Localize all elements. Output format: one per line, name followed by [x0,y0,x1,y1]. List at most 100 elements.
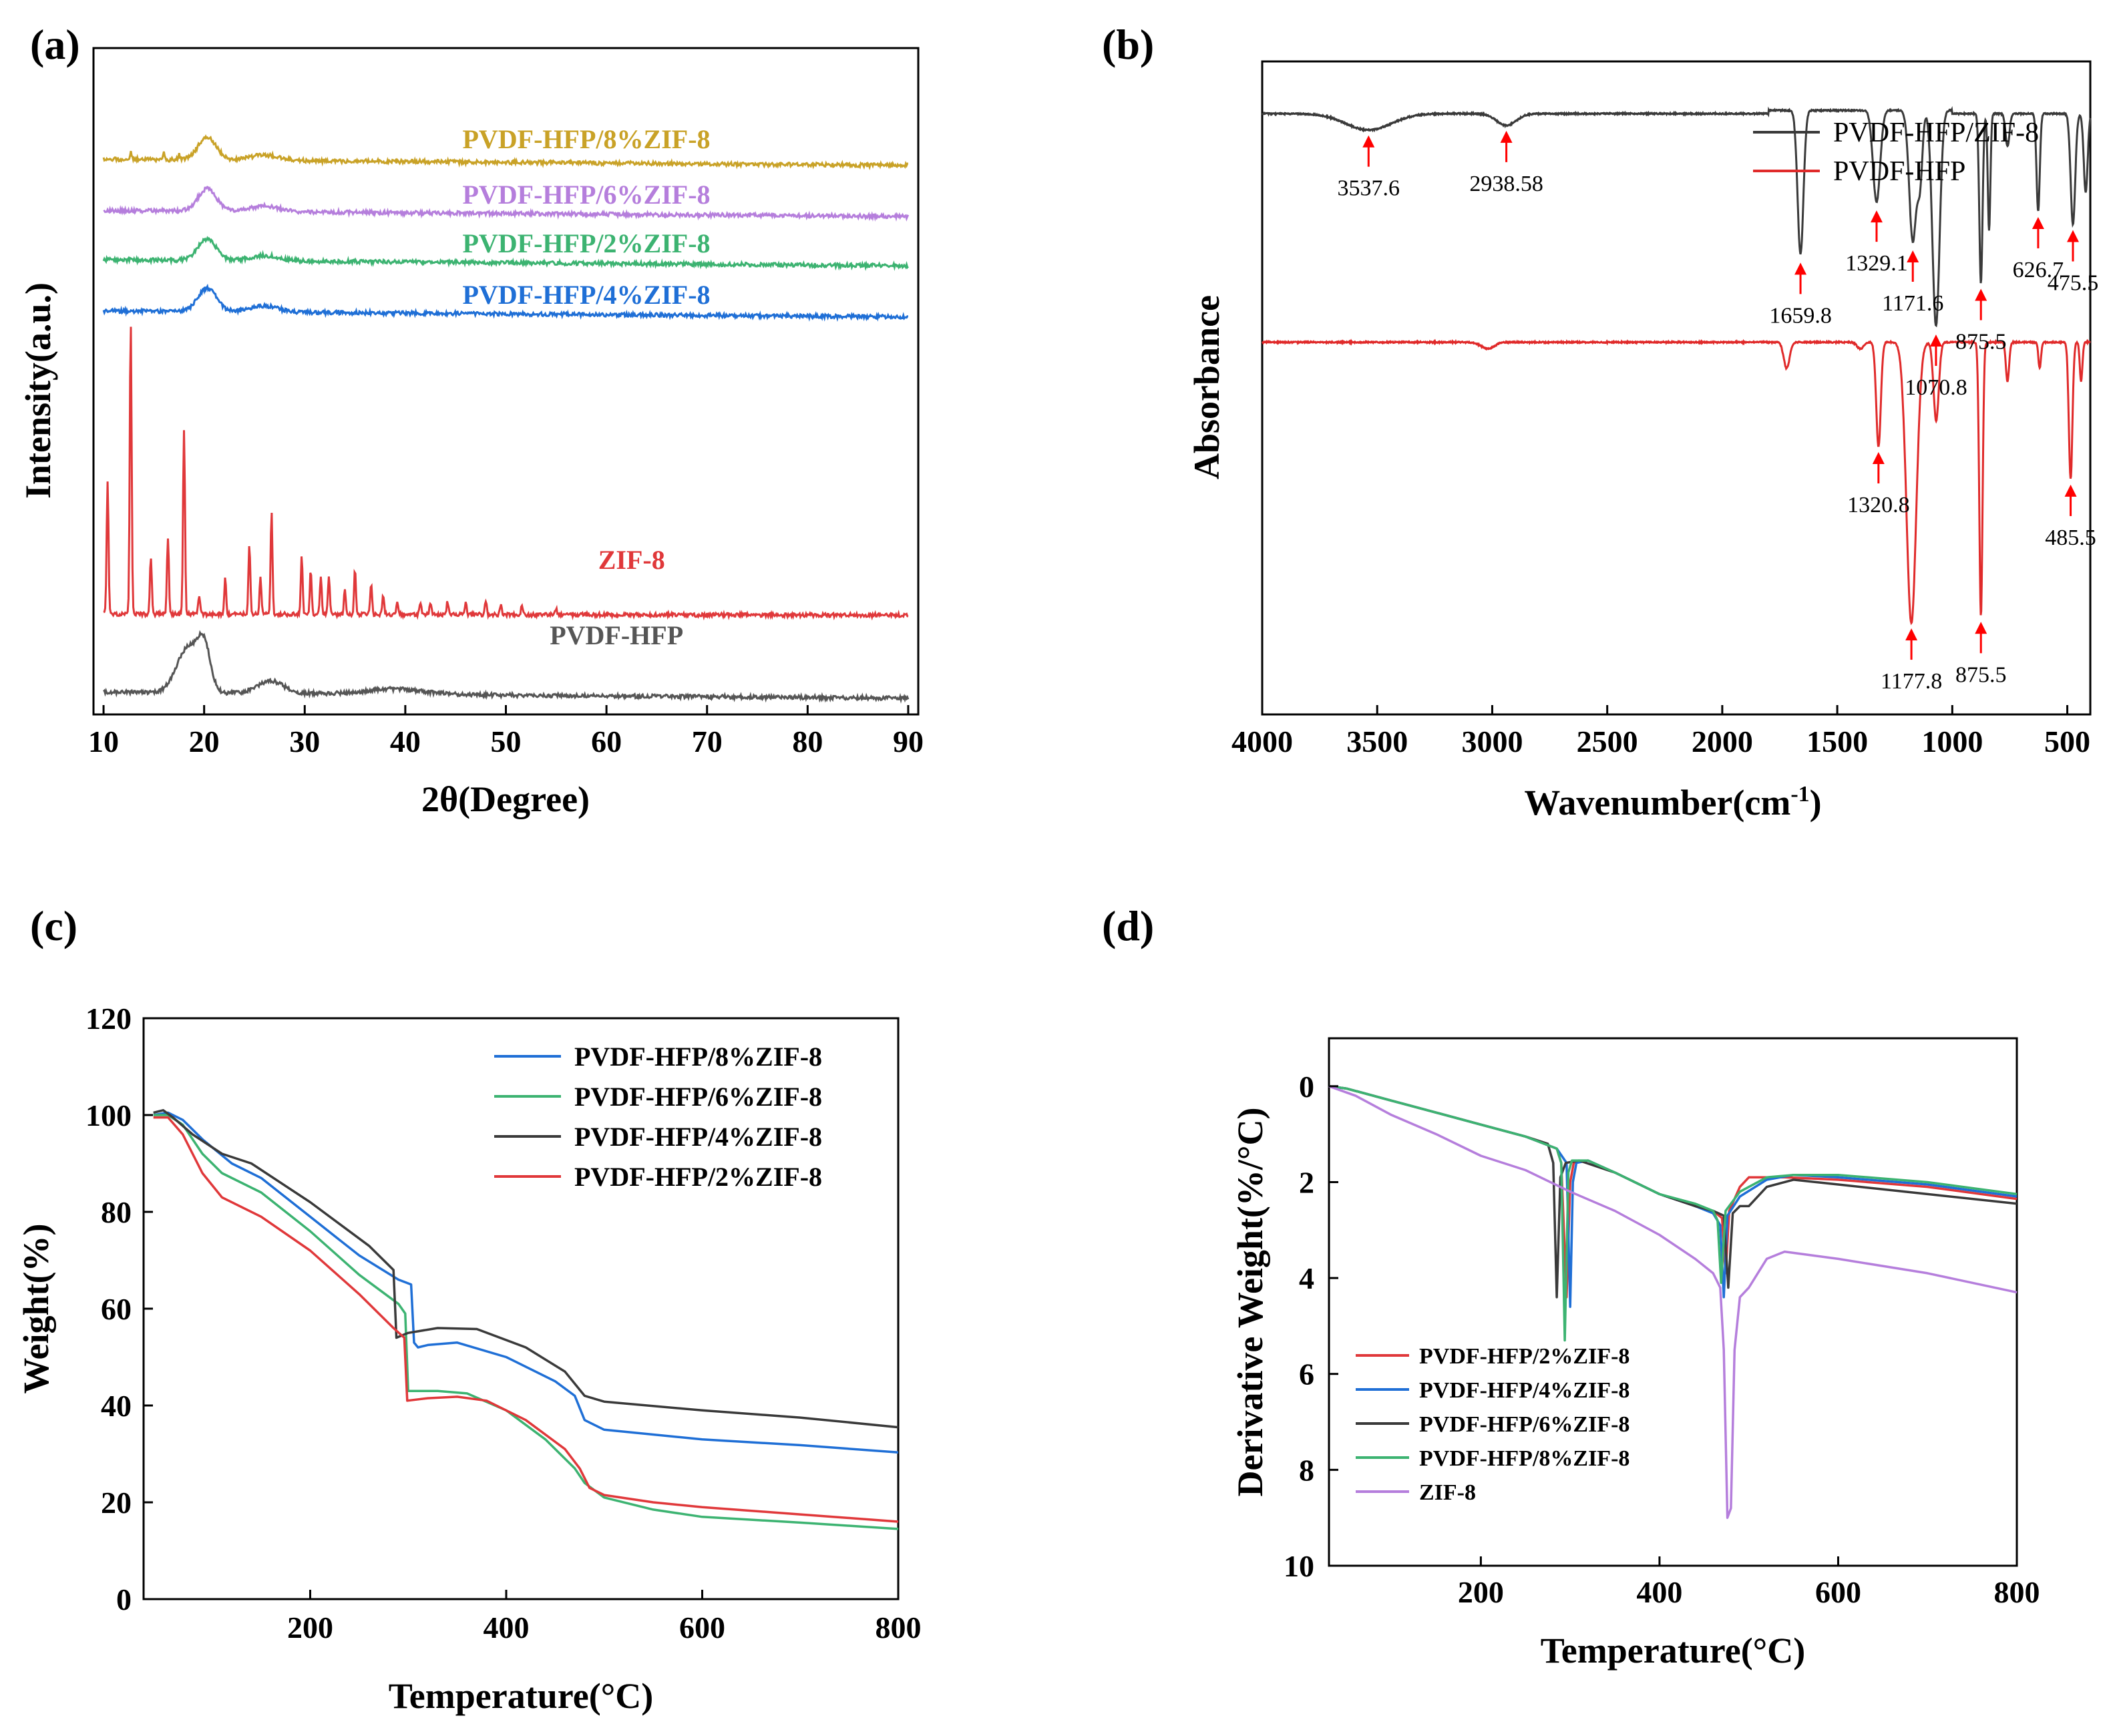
x-tick-label: 600 [679,1610,725,1645]
x-tick-label: 400 [1636,1575,1682,1609]
y-axis-title-c: Weight(%) [16,1224,56,1394]
xrd-line-pvdf-hfp [102,630,910,704]
x-tick-label: 2000 [1692,724,1753,758]
series-label-pvdf-hfp-6-zif-8: PVDF-HFP/6%ZIF-8 [462,180,710,210]
x-axis-title-b-end: ) [1810,783,1822,823]
legend-c: PVDF-HFP/8%ZIF-8 PVDF-HFP/6%ZIF-8 PVDF-HFP… [494,1042,822,1192]
tga-line-pvdf-hfp-6-zif-8 [153,1114,899,1530]
x-tick-label: 30 [289,724,320,758]
dtg-line-pvdf-hfp-6-zif-8 [1328,1085,2018,1299]
peak-label: 485.5 [2045,525,2096,550]
legend-label-pvdf-hfp-zif-8: PVDF-HFP/ZIF-8 [1833,118,2039,148]
peak-arrow-head [1929,334,1942,347]
y-tick-label: 20 [101,1486,132,1520]
x-axis-title-b-text: Wavenumber(cm [1524,783,1790,823]
x-tick-label: 2500 [1577,724,1638,758]
panel-d: (d) PVDF-HFP/2%ZIF-8PVDF-HFP/4%ZIF-8PVDF… [1102,902,2040,1671]
y-tick-label: 4 [1299,1261,1314,1295]
legend-d: PVDF-HFP/2%ZIF-8 PVDF-HFP/4%ZIF-8 PVDF-HFP… [1356,1344,1629,1505]
x-tick-label: 200 [287,1610,333,1645]
y-axis-title-d: Derivative Weight(%/°C) [1230,1108,1270,1497]
y-tick-label: 40 [101,1389,132,1423]
x-tick-label: 3500 [1346,724,1408,758]
x-tick-label: 4000 [1231,724,1293,758]
y-axis-title-b: Absorbance [1187,295,1227,479]
y-tick-label: 80 [101,1195,132,1229]
y-tick-label: 2 [1299,1165,1314,1199]
x-tick-label: 200 [1458,1575,1504,1609]
y-tick-label: 120 [85,1002,132,1036]
peak-label: 1329.1 [1845,251,1908,276]
peak-label: 3537.6 [1338,176,1400,201]
xrd-line-pvdf-hfp-8-zif-8 [102,134,909,171]
panel-label-c: (c) [30,902,77,949]
legend-label-pvdf-hfp-4-zif-8: PVDF-HFP/4%ZIF-8 [1419,1378,1629,1403]
ftir-line-pvdf-hfp-zif-8 [1261,105,2092,328]
peak-arrow-head [1500,130,1513,143]
series-label-pvdf-hfp-8-zif-8: PVDF-HFP/8%ZIF-8 [462,124,710,154]
x-tick-label: 400 [483,1610,529,1645]
legend-label-zif-8: ZIF-8 [1419,1480,1476,1505]
plot-frame-b [1261,60,2092,716]
peak-label: 626.7 [2013,258,2064,282]
xrd-curves [102,134,910,704]
peak-label: 475.5 [2048,271,2099,296]
panel-label-d: (d) [1102,902,1154,949]
legend-label-pvdf-hfp: PVDF-HFP [1833,156,1965,187]
peak-label: 1070.8 [1905,375,1967,400]
legend-label-pvdf-hfp-8-zif-8: PVDF-HFP/8%ZIF-8 [574,1042,822,1072]
x-tick-label: 500 [2044,724,2090,758]
peak-arrow-head [2032,216,2044,229]
peak-label: 1659.8 [1769,303,1832,328]
x-tick-label: 1000 [1921,724,1983,758]
peak-arrow-head [1870,210,1883,223]
x-tick-label: 60 [591,724,622,758]
peak-label: 1177.8 [1881,669,1942,694]
xrd-series-labels: PVDF-HFP/8%ZIF-8 PVDF-HFP/6%ZIF-8 PVDF-HFP… [462,124,710,650]
legend-b: PVDF-HFP/ZIF-8 PVDF-HFP [1753,118,2039,187]
y-tick-label: 60 [101,1292,132,1326]
peak-annotations: 3537.6 2938.58 1659.8 1329.1 1171.6 1070.8 875… [1338,130,2099,694]
tga-line-pvdf-hfp-2-zif-8 [153,1116,899,1523]
y-tick-label: 10 [1284,1549,1314,1583]
x-tick-label: 1500 [1806,724,1868,758]
x-tick-label: 20 [189,724,220,758]
dtg-line-zif-8 [1328,1085,2018,1519]
peak-arrow-head [1905,628,1918,641]
y-axis-title-a: Intensity(a.u.) [18,282,58,499]
peak-arrow-head [1975,288,1987,301]
panel-c: (c) PVDF-HFP/8%ZIF-8PVDF-HFP/6%ZIF-8PVDF… [16,902,922,1716]
peak-arrow-head [1975,622,1987,634]
x-tick-label: 40 [390,724,421,758]
peak-label: 875.5 [1955,662,2007,687]
xrd-line-pvdf-hfp-6-zif-8 [103,186,910,222]
legend-label-pvdf-hfp-6-zif-8: PVDF-HFP/6%ZIF-8 [574,1082,822,1112]
x-axis-title-d: Temperature(°C) [1541,1631,1806,1671]
plot-frame-d [1328,1037,2018,1567]
x-tick-label: 3000 [1461,724,1523,758]
peak-label: 875.5 [1955,330,2007,355]
legend-label-pvdf-hfp-4-zif-8: PVDF-HFP/4%ZIF-8 [574,1122,822,1152]
ftir-curves [1261,105,2092,626]
peak-arrow-head [2066,230,2079,242]
x-tick-label: 90 [893,724,924,758]
peak-label: 1171.6 [1882,291,1943,316]
dtg-curves [1328,1085,2018,1519]
y-tick-label: 8 [1299,1453,1314,1487]
series-label-pvdf-hfp: PVDF-HFP [550,620,683,650]
xrd-line-pvdf-hfp-4-zif-8 [102,283,908,322]
peak-arrow-head [2064,484,2077,497]
x-axis-title-b: Wavenumber(cm-1) [1524,782,1821,823]
xrd-line-pvdf-hfp-2-zif-8 [102,236,909,272]
legend-label-pvdf-hfp-8-zif-8: PVDF-HFP/8%ZIF-8 [1419,1446,1629,1471]
series-label-zif-8: ZIF-8 [598,545,665,575]
series-label-pvdf-hfp-2-zif-8: PVDF-HFP/2%ZIF-8 [462,228,710,258]
legend-label-pvdf-hfp-6-zif-8: PVDF-HFP/6%ZIF-8 [1419,1412,1629,1437]
legend-label-pvdf-hfp-2-zif-8: PVDF-HFP/2%ZIF-8 [574,1162,822,1192]
panel-label-a: (a) [30,21,80,68]
panel-a: (a) PVDF-HFP/8%ZIF-8PVDF-HFP/6%ZIF-8PVDF… [18,21,924,819]
tga-curves [153,1109,899,1530]
x-tick-label: 800 [1994,1575,2040,1609]
y-tick-label: 6 [1299,1357,1314,1391]
